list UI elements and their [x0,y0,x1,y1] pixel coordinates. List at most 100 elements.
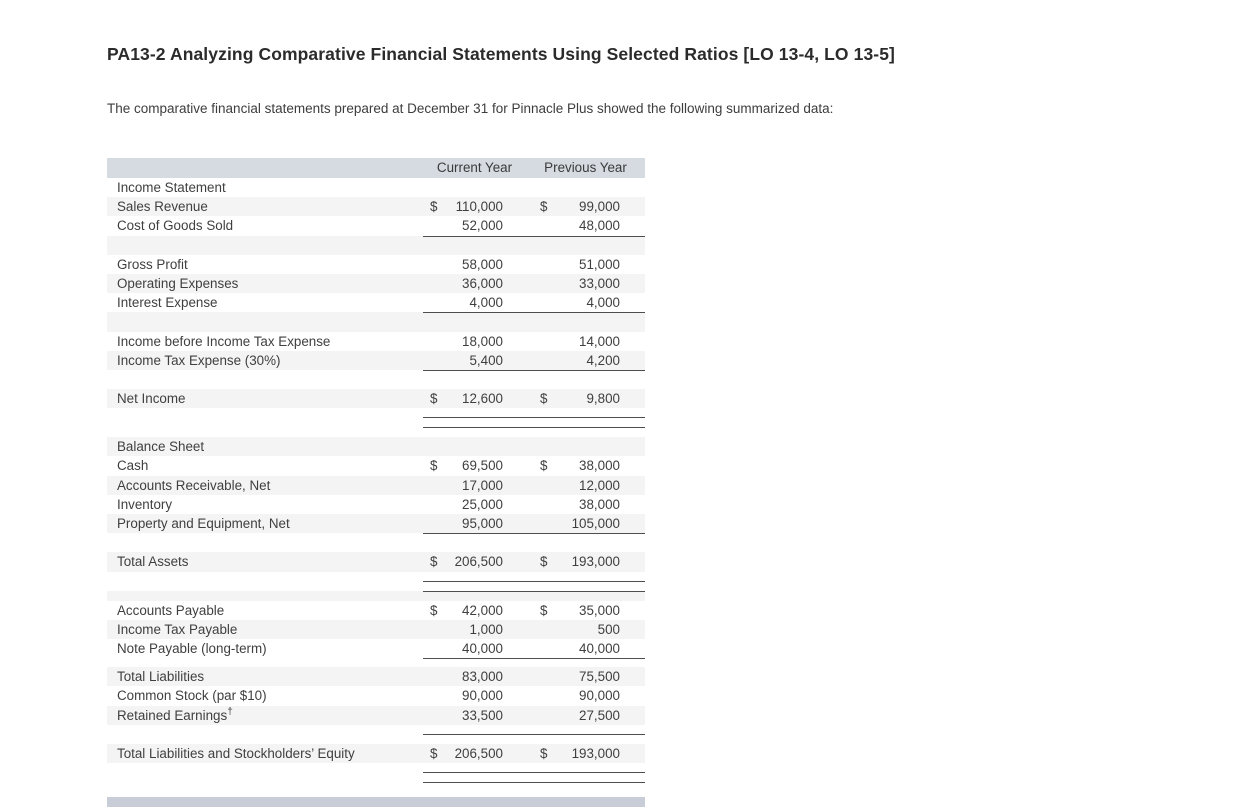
previous-year-cell: 40,000 [526,639,645,658]
spacer-row [107,771,645,782]
current-year-cell [423,178,526,197]
current-year-cell [423,417,526,427]
previous-year-cell: $99,000 [526,197,645,216]
amount-value: 40,000 [462,640,503,656]
previous-year-cell [526,369,645,389]
amount-value: 193,000 [571,745,620,761]
amount-value: 4,000 [586,295,620,311]
dollar-sign: $ [540,745,548,761]
previous-year-cell [526,763,645,772]
previous-year-cell [526,437,645,456]
table-row: Interest Expense 4,000 4,000 [107,293,645,312]
amount-value: 1,000 [469,621,503,637]
amount-value: 206,500 [454,554,503,570]
amount-value: 105,000 [571,516,620,531]
row-label: Accounts Receivable, Net [117,477,271,493]
problem-title: PA13-2 Analyzing Comparative Financial S… [107,44,895,64]
previous-year-cell [526,533,645,552]
table-row: Operating Expenses 36,000 33,000 [107,273,645,294]
previous-year-cell [526,427,645,437]
table-row: Total Assets $206,500 $193,000 [107,552,645,572]
previous-year-cell: 51,000 [526,255,645,274]
spacer-row [107,763,645,772]
dollar-sign: $ [430,554,438,570]
amount-value: 110,000 [455,199,503,215]
previous-year-cell: $9,800 [526,389,645,408]
row-label [107,572,423,581]
amount-value: 99,000 [579,199,620,215]
amount-value: 4,000 [469,295,503,311]
amount-value: 33,000 [579,275,620,291]
amount-value: 12,000 [579,477,620,493]
previous-year-cell: 500 [526,620,645,639]
table-row: Inventory 25,000 38,000 [107,495,645,514]
amount-value: 48,000 [579,218,620,234]
dollar-sign: $ [540,391,548,407]
row-label [107,427,423,437]
problem-description: The comparative financial statements pre… [107,101,834,116]
current-year-cell [423,580,526,591]
amount-value: 25,000 [462,496,503,512]
spacer-row [107,658,645,667]
amount-value: 40,000 [579,640,620,656]
row-label: Sales Revenue [117,199,208,215]
previous-year-cell: 90,000 [526,686,645,705]
amount-value: 17,000 [462,477,503,493]
current-year-cell: $110,000 [423,197,526,216]
table-row: Gross Profit 58,000 51,000 [107,255,645,274]
row-label: Balance Sheet [117,439,205,455]
previous-year-cell: $193,000 [526,552,645,571]
table-row: Income Tax Payable 1,000 500 [107,619,645,639]
spacer-row [107,572,645,581]
current-year-cell [423,369,526,389]
table-row: Total Liabilities 83,000 75,500 [107,667,645,687]
row-label [107,725,423,734]
amount-value: 90,000 [579,688,620,704]
table-row: Common Stock (par $10) 90,000 90,000 [107,686,645,705]
spacer-row [107,427,645,437]
current-year-cell [423,437,526,456]
column-header-labels [107,158,423,178]
row-label: Income Statement [117,180,226,195]
row-label: Total Liabilities and Stockholders’ Equi… [117,745,355,761]
previous-year-cell: 105,000 [526,514,645,533]
spacer-row [107,590,645,601]
previous-year-cell [526,590,645,601]
previous-year-cell [526,733,645,744]
amount-value: 90,000 [462,688,503,704]
previous-year-cell: $193,000 [526,744,645,763]
dollar-sign: $ [430,458,438,474]
previous-year-cell [526,312,645,331]
current-year-cell: 18,000 [423,332,526,351]
spacer-row [107,533,645,552]
current-year-cell [423,408,526,417]
row-label [107,772,423,782]
current-year-cell: 95,000 [423,514,526,533]
current-year-cell: 1,000 [423,620,526,639]
amount-value: 9,800 [586,391,620,407]
amount-value: 52,000 [462,218,503,234]
current-year-cell: 58,000 [423,255,526,274]
row-label [107,734,423,744]
row-label: Note Payable (long-term) [117,640,267,656]
dollar-sign: $ [430,602,438,618]
current-year-cell: $206,500 [423,744,526,763]
current-year-cell: $42,000 [423,601,526,620]
table-row: Accounts Receivable, Net 17,000 12,000 [107,475,645,495]
row-label: Retained Earnings† [117,706,233,723]
row-label: Operating Expenses [117,275,239,291]
previous-year-cell: 33,000 [526,274,645,293]
financial-statements-table: Current Year Previous Year Income Statem… [107,158,645,792]
amount-value: 193,000 [571,554,620,570]
row-label [107,533,423,552]
previous-year-cell [526,781,645,792]
row-label: Cash [117,458,149,474]
current-year-cell: 17,000 [423,476,526,495]
row-label [107,763,423,772]
current-year-cell [423,781,526,792]
previous-year-cell: 12,000 [526,476,645,495]
previous-year-cell: $38,000 [526,456,645,475]
current-year-cell: 36,000 [423,274,526,293]
table-row: Sales Revenue $110,000 $99,000 [107,197,645,217]
